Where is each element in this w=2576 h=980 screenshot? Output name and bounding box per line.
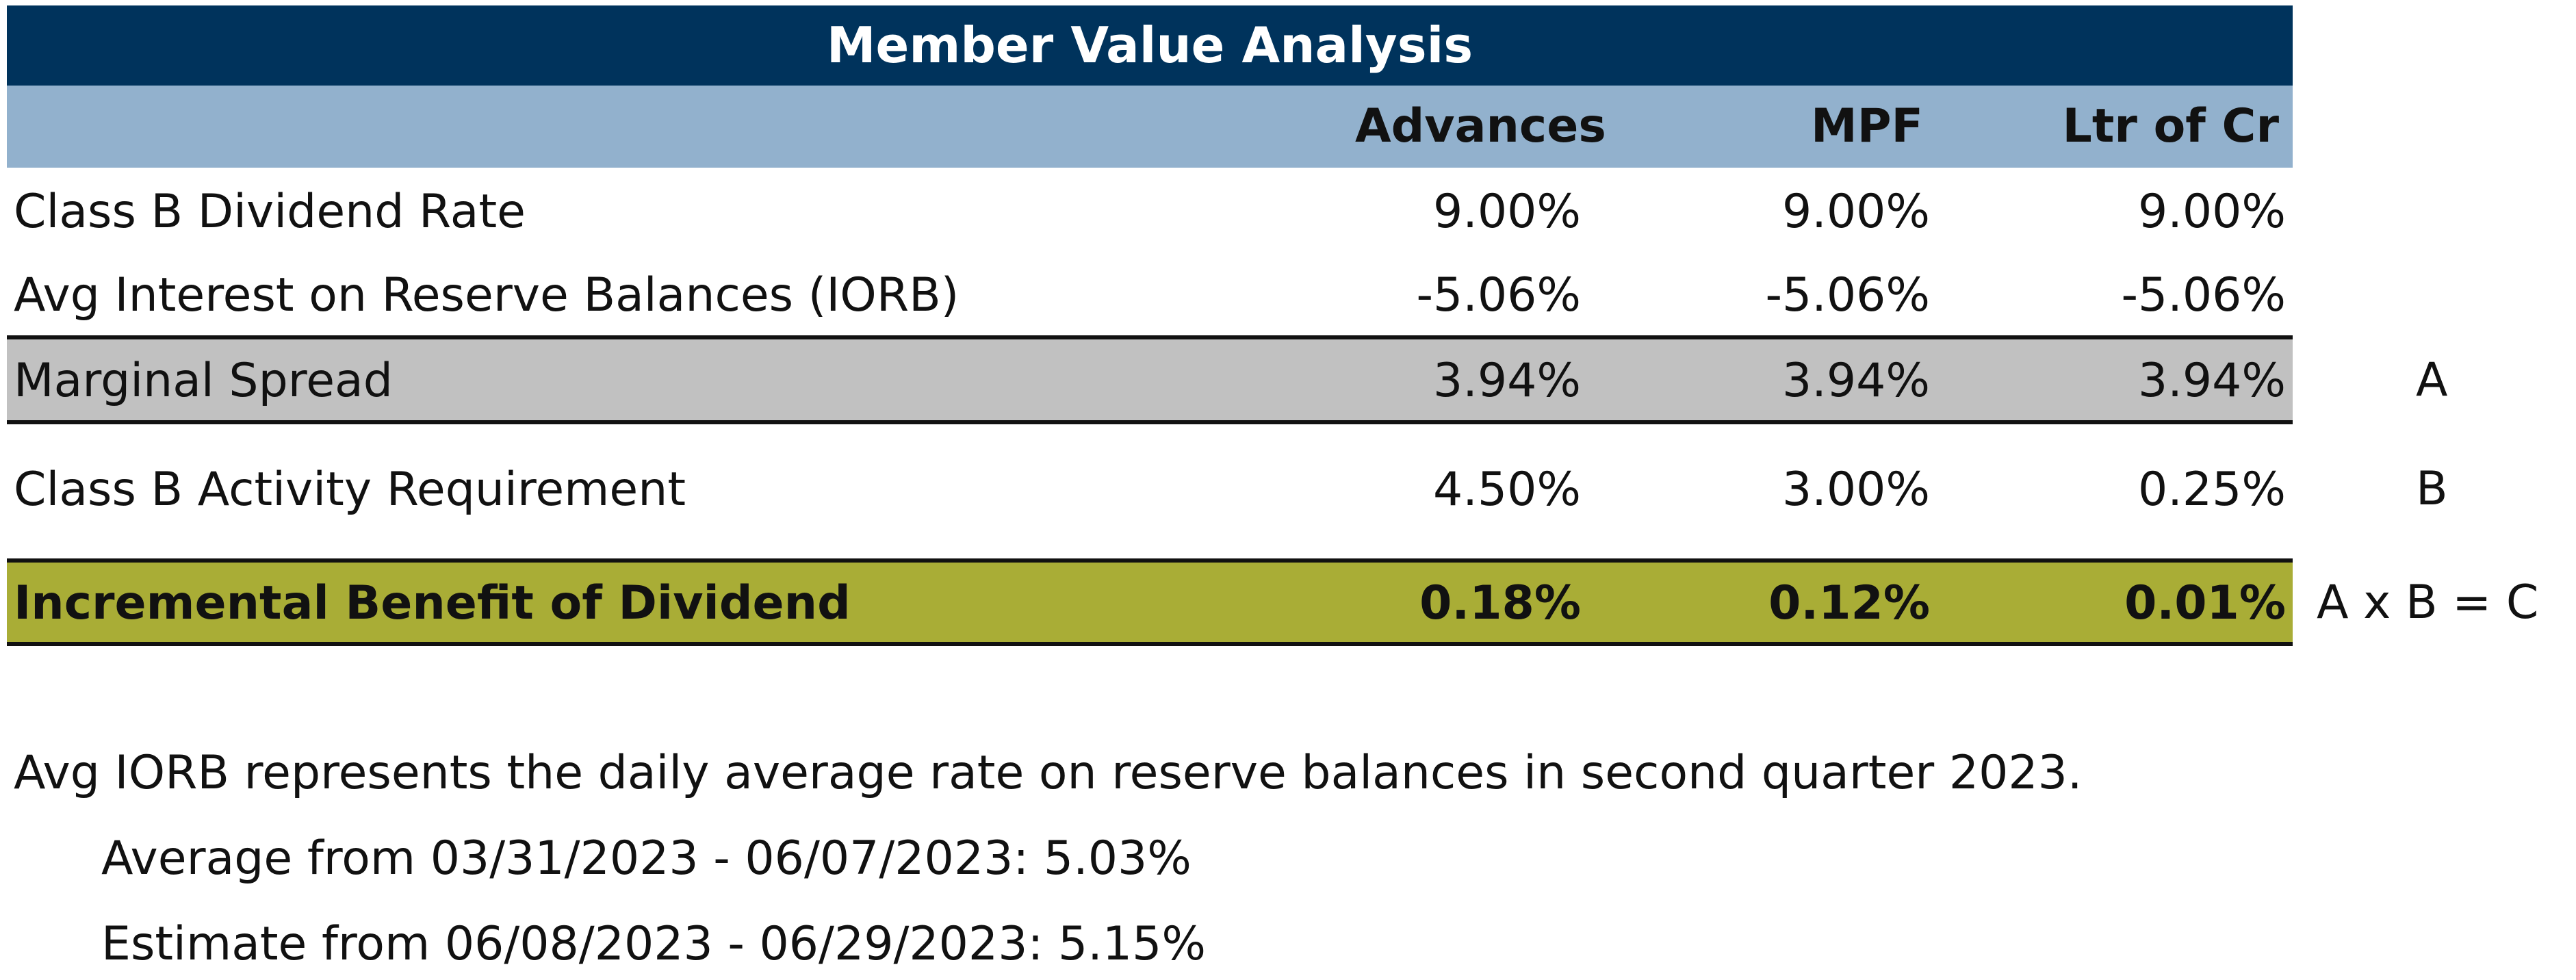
table-row-incremental-benefit: Incremental Benefit of Dividend 0.18% 0.… [7, 563, 2293, 643]
row-label: Incremental Benefit of Dividend [14, 576, 851, 630]
cell-mpf: 0.12% [1768, 576, 1930, 630]
footnote-estimate: Estimate from 06/08/2023 - 06/29/2023: 5… [101, 917, 1207, 971]
row-marker-b: B [2416, 462, 2448, 516]
column-header-ltr-of-cr: Ltr of Cr [2062, 99, 2279, 153]
table-row-activity-requirement: Class B Activity Requirement 4.50% 3.00%… [7, 438, 2293, 541]
table-row-avg-iorb: Avg Interest on Reserve Balances (IORB) … [7, 255, 2293, 335]
cell-ltr-of-cr: 0.25% [2137, 462, 2286, 517]
cell-mpf: -5.06% [1765, 268, 1930, 322]
row-label: Class B Activity Requirement [14, 462, 686, 517]
divider-line [7, 642, 2293, 646]
cell-ltr-of-cr: 9.00% [2137, 184, 2286, 239]
divider-line [7, 420, 2293, 424]
row-label: Marginal Spread [14, 353, 393, 408]
cell-advances: 9.00% [1432, 184, 1581, 239]
cell-advances: 3.94% [1432, 353, 1581, 408]
column-header-row: Advances MPF Ltr of Cr [7, 86, 2293, 168]
column-header-advances: Advances [1355, 99, 1606, 153]
cell-advances: 4.50% [1432, 462, 1581, 517]
cell-ltr-of-cr: 0.01% [2124, 576, 2286, 630]
cell-mpf: 3.94% [1781, 353, 1930, 408]
cell-ltr-of-cr: -5.06% [2121, 268, 2286, 322]
cell-mpf: 9.00% [1781, 184, 1930, 239]
footnote-average: Average from 03/31/2023 - 06/07/2023: 5.… [101, 831, 1192, 886]
row-marker-a: A [2416, 353, 2448, 407]
divider-line [7, 335, 2293, 339]
table-title: Member Value Analysis [7, 5, 2293, 86]
row-label: Class B Dividend Rate [14, 184, 526, 239]
table-row-marginal-spread: Marginal Spread 3.94% 3.94% 3.94% [7, 339, 2293, 422]
row-label: Avg Interest on Reserve Balances (IORB) [14, 268, 959, 322]
divider-line [7, 558, 2293, 563]
row-marker-c: A x B = C [2317, 576, 2539, 630]
cell-ltr-of-cr: 3.94% [2137, 353, 2286, 408]
cell-mpf: 3.00% [1781, 462, 1930, 517]
table-row-dividend-rate: Class B Dividend Rate 9.00% 9.00% 9.00% [7, 171, 2293, 252]
cell-advances: -5.06% [1416, 268, 1581, 322]
cell-advances: 0.18% [1419, 576, 1581, 630]
footnote-iorb: Avg IORB represents the daily average ra… [14, 746, 2083, 800]
column-header-mpf: MPF [1811, 99, 1923, 153]
